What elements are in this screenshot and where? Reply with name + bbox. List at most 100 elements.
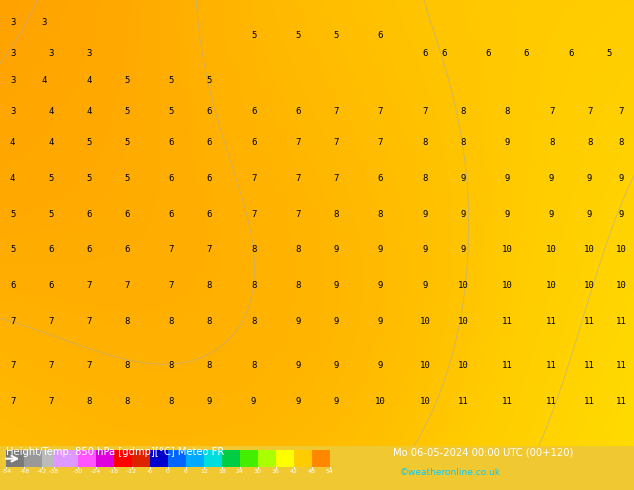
Text: 4: 4 xyxy=(48,107,53,116)
Text: 6: 6 xyxy=(124,245,129,254)
Text: 11: 11 xyxy=(585,397,595,406)
Bar xyxy=(114,450,132,467)
Text: 6: 6 xyxy=(48,245,53,254)
Text: 10: 10 xyxy=(585,245,595,254)
Text: 4: 4 xyxy=(86,107,91,116)
Text: 7: 7 xyxy=(587,107,592,116)
Text: 8: 8 xyxy=(86,397,91,406)
Text: 9: 9 xyxy=(505,210,510,219)
Text: 9: 9 xyxy=(333,317,339,325)
Text: 4: 4 xyxy=(10,174,15,183)
Text: 10: 10 xyxy=(502,245,512,254)
Text: 8: 8 xyxy=(207,317,212,325)
Text: 10: 10 xyxy=(458,317,468,325)
Text: 7: 7 xyxy=(549,107,554,116)
Text: 10: 10 xyxy=(502,281,512,290)
Text: 6: 6 xyxy=(169,174,174,183)
Text: 8: 8 xyxy=(587,138,592,147)
Text: 9: 9 xyxy=(460,245,465,254)
Text: -12: -12 xyxy=(127,469,137,474)
Text: 6: 6 xyxy=(48,281,53,290)
Text: 5: 5 xyxy=(10,210,15,219)
Text: 9: 9 xyxy=(295,361,301,370)
Bar xyxy=(258,450,276,467)
Text: 36: 36 xyxy=(272,469,280,474)
Text: 6: 6 xyxy=(568,49,573,58)
Text: 7: 7 xyxy=(251,174,256,183)
Text: 6: 6 xyxy=(207,210,212,219)
Text: 6: 6 xyxy=(169,210,174,219)
Text: 3: 3 xyxy=(86,49,91,58)
Text: 9: 9 xyxy=(207,397,212,406)
Bar xyxy=(222,450,240,467)
Bar xyxy=(204,450,222,467)
Text: 8: 8 xyxy=(251,317,256,325)
Text: 11: 11 xyxy=(616,361,626,370)
Text: 6: 6 xyxy=(10,281,15,290)
Text: 8: 8 xyxy=(460,107,465,116)
Bar xyxy=(132,450,150,467)
Text: 9: 9 xyxy=(619,210,624,219)
Bar xyxy=(240,450,258,467)
Text: 8: 8 xyxy=(378,210,383,219)
Text: 9: 9 xyxy=(549,210,554,219)
Text: 7: 7 xyxy=(422,107,427,116)
Text: 9: 9 xyxy=(549,174,554,183)
Text: 6: 6 xyxy=(251,138,256,147)
Text: 10: 10 xyxy=(420,397,430,406)
Text: 8: 8 xyxy=(169,317,174,325)
Text: 4: 4 xyxy=(86,76,91,85)
Text: 11: 11 xyxy=(616,397,626,406)
Text: 9: 9 xyxy=(378,317,383,325)
Text: 9: 9 xyxy=(333,361,339,370)
Text: 48: 48 xyxy=(307,469,316,474)
Text: 8: 8 xyxy=(295,281,301,290)
Text: 7: 7 xyxy=(295,138,301,147)
Text: Mo 06-05-2024 00:00 UTC (00+120): Mo 06-05-2024 00:00 UTC (00+120) xyxy=(393,447,574,457)
Text: 10: 10 xyxy=(547,281,557,290)
Text: 30: 30 xyxy=(254,469,262,474)
Text: 4: 4 xyxy=(48,138,53,147)
Text: 5: 5 xyxy=(207,76,212,85)
Text: 9: 9 xyxy=(505,174,510,183)
Bar xyxy=(186,450,204,467)
Text: 6: 6 xyxy=(378,174,383,183)
Text: 5: 5 xyxy=(48,174,53,183)
Text: 6: 6 xyxy=(251,107,256,116)
Text: 5: 5 xyxy=(169,76,174,85)
Text: 6: 6 xyxy=(422,49,427,58)
Text: 7: 7 xyxy=(86,361,91,370)
Text: 7: 7 xyxy=(207,245,212,254)
Text: 7: 7 xyxy=(295,210,301,219)
Text: 11: 11 xyxy=(547,397,557,406)
Text: 5: 5 xyxy=(169,107,174,116)
Text: 9: 9 xyxy=(587,174,592,183)
Text: -54: -54 xyxy=(1,469,11,474)
Text: 8: 8 xyxy=(251,361,256,370)
Text: -30: -30 xyxy=(73,469,83,474)
Text: 9: 9 xyxy=(378,245,383,254)
Text: 10: 10 xyxy=(616,281,626,290)
Text: 8: 8 xyxy=(422,174,427,183)
Text: 3: 3 xyxy=(10,18,15,27)
Text: 8: 8 xyxy=(207,281,212,290)
Text: 9: 9 xyxy=(378,361,383,370)
Text: 7: 7 xyxy=(619,107,624,116)
Text: 7: 7 xyxy=(124,281,129,290)
Text: 5: 5 xyxy=(48,210,53,219)
Text: 10: 10 xyxy=(458,281,468,290)
Text: 9: 9 xyxy=(333,245,339,254)
Text: 10: 10 xyxy=(375,397,385,406)
Text: 8: 8 xyxy=(124,317,129,325)
Bar xyxy=(168,450,186,467)
Text: 11: 11 xyxy=(502,397,512,406)
Text: 11: 11 xyxy=(616,317,626,325)
Text: 8: 8 xyxy=(251,281,256,290)
Text: 9: 9 xyxy=(587,210,592,219)
Text: -38: -38 xyxy=(49,469,60,474)
Text: 7: 7 xyxy=(10,361,15,370)
Text: -24: -24 xyxy=(91,469,101,474)
Text: 11: 11 xyxy=(585,361,595,370)
Text: 7: 7 xyxy=(169,245,174,254)
Text: 24: 24 xyxy=(236,469,244,474)
